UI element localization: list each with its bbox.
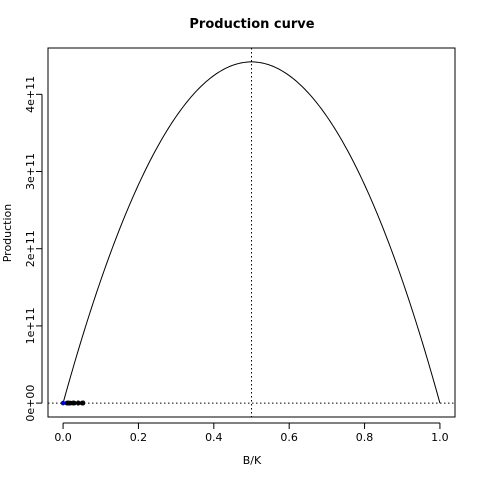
x-axis: 0.0 0.2 0.4 0.6 0.8 1.0 [54, 422, 449, 444]
x-tick-label: 0.2 [130, 431, 148, 444]
data-points: 2000 [60, 400, 86, 408]
y-tick-label: 4e+11 [24, 76, 37, 113]
x-tick-label: 0.4 [205, 431, 223, 444]
y-tick-label: 0e+00 [24, 385, 37, 422]
point-label: 2000 [66, 400, 86, 408]
x-tick-label: 1.0 [431, 431, 449, 444]
chart-title: Production curve [189, 17, 314, 32]
x-axis-label: B/K [243, 454, 262, 467]
data-point [60, 400, 66, 406]
y-tick-label: 1e+11 [24, 307, 37, 344]
x-tick-label: 0.8 [356, 431, 374, 444]
reference-lines [48, 48, 455, 417]
x-tick-label: 0.6 [280, 431, 298, 444]
y-axis: 0e+00 1e+11 2e+11 3e+11 4e+11 [24, 76, 43, 422]
y-tick-label: 3e+11 [24, 153, 37, 190]
y-axis-label: Production [1, 204, 14, 263]
x-tick-label: 0.0 [54, 431, 72, 444]
data-point [79, 400, 85, 406]
production-curve-line [62, 61, 441, 404]
y-tick-label: 2e+11 [24, 230, 37, 267]
